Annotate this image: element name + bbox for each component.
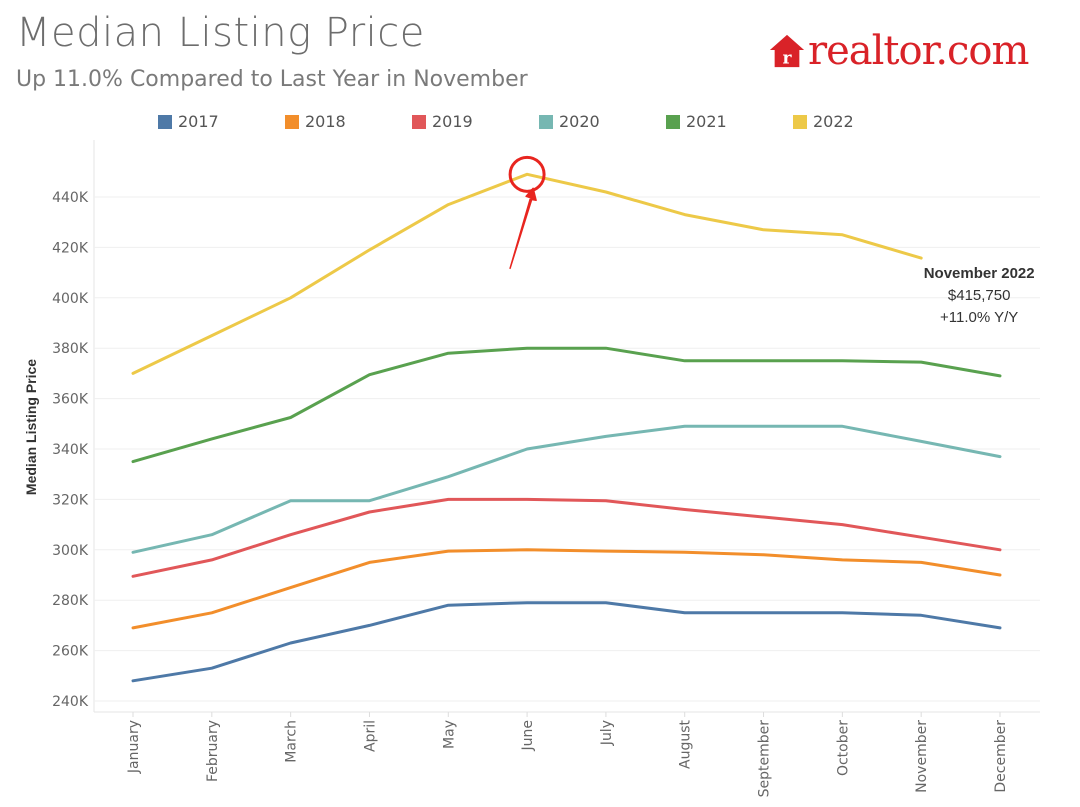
x-tick-label: December [993,720,1009,793]
legend-label: 2018 [305,112,346,131]
chart-subtitle: Up 11.0% Compared to Last Year in Novemb… [16,67,528,92]
legend-item-2018: 2018 [285,112,412,131]
series-line-2017 [131,601,1002,683]
x-tick-label: May [441,720,457,749]
x-tick-label: June [520,720,536,752]
legend-label: 2019 [432,112,473,131]
legend-label: 2021 [686,112,727,131]
legend-swatch [539,114,553,129]
y-tick-label: 300K [52,543,89,559]
x-tick-label: February [205,720,221,782]
legend-swatch [158,114,172,129]
realtor-logo: r realtor.com [768,28,1029,74]
chart-title: Median Listing Price [16,10,425,56]
x-tick-label: August [678,719,694,769]
y-tick-label: 440K [52,190,89,206]
series-line-2022 [131,172,923,375]
x-tick-label: July [599,720,615,746]
y-tick-label: 400K [52,291,89,307]
legend-item-2021: 2021 [666,112,793,131]
legend-swatch [666,114,680,129]
highlight-arrow [509,187,537,270]
y-tick-label: 280K [52,593,89,609]
series-line-2020 [131,424,1002,554]
annotation-line: +11.0% Y/Y [940,309,1018,326]
legend-item-2020: 2020 [539,112,666,131]
legend-label: 2017 [178,112,219,131]
legend-swatch [793,114,807,129]
annotation-line: November 2022 [924,265,1035,282]
y-tick-label: 240K [52,694,89,710]
legend: 2017 2018 2019 2020 2021 2022 [158,112,920,131]
y-tick-label: 320K [52,492,89,508]
legend-label: 2020 [559,112,600,131]
series-line-2019 [131,497,1002,578]
x-tick-label: January [126,720,142,774]
x-tick-label: March [284,720,300,763]
y-tick-label: 380K [52,341,89,357]
y-tick-label: 360K [52,392,89,408]
legend-item-2022: 2022 [793,112,920,131]
x-tick-label: September [757,720,773,798]
house-icon: r [769,34,805,68]
brand-name: realtor.com [808,28,1029,74]
x-tick-label: October [835,720,851,776]
x-tick-label: April [362,720,378,752]
legend-item-2017: 2017 [158,112,285,131]
svg-text:r: r [782,48,792,68]
legend-swatch [412,114,426,129]
annotation-line: $415,750 [948,287,1011,304]
y-tick-label: 260K [52,644,89,660]
series-line-2018 [131,548,1002,630]
legend-swatch [285,114,299,129]
legend-label: 2022 [813,112,854,131]
x-tick-label: November [914,720,930,793]
y-tick-label: 420K [52,240,89,256]
highlight-circle [508,155,546,193]
y-tick-label: 340K [52,442,89,458]
y-axis-title: Median Listing Price [23,359,39,495]
series-line-2021 [131,346,1002,464]
legend-item-2019: 2019 [412,112,539,131]
